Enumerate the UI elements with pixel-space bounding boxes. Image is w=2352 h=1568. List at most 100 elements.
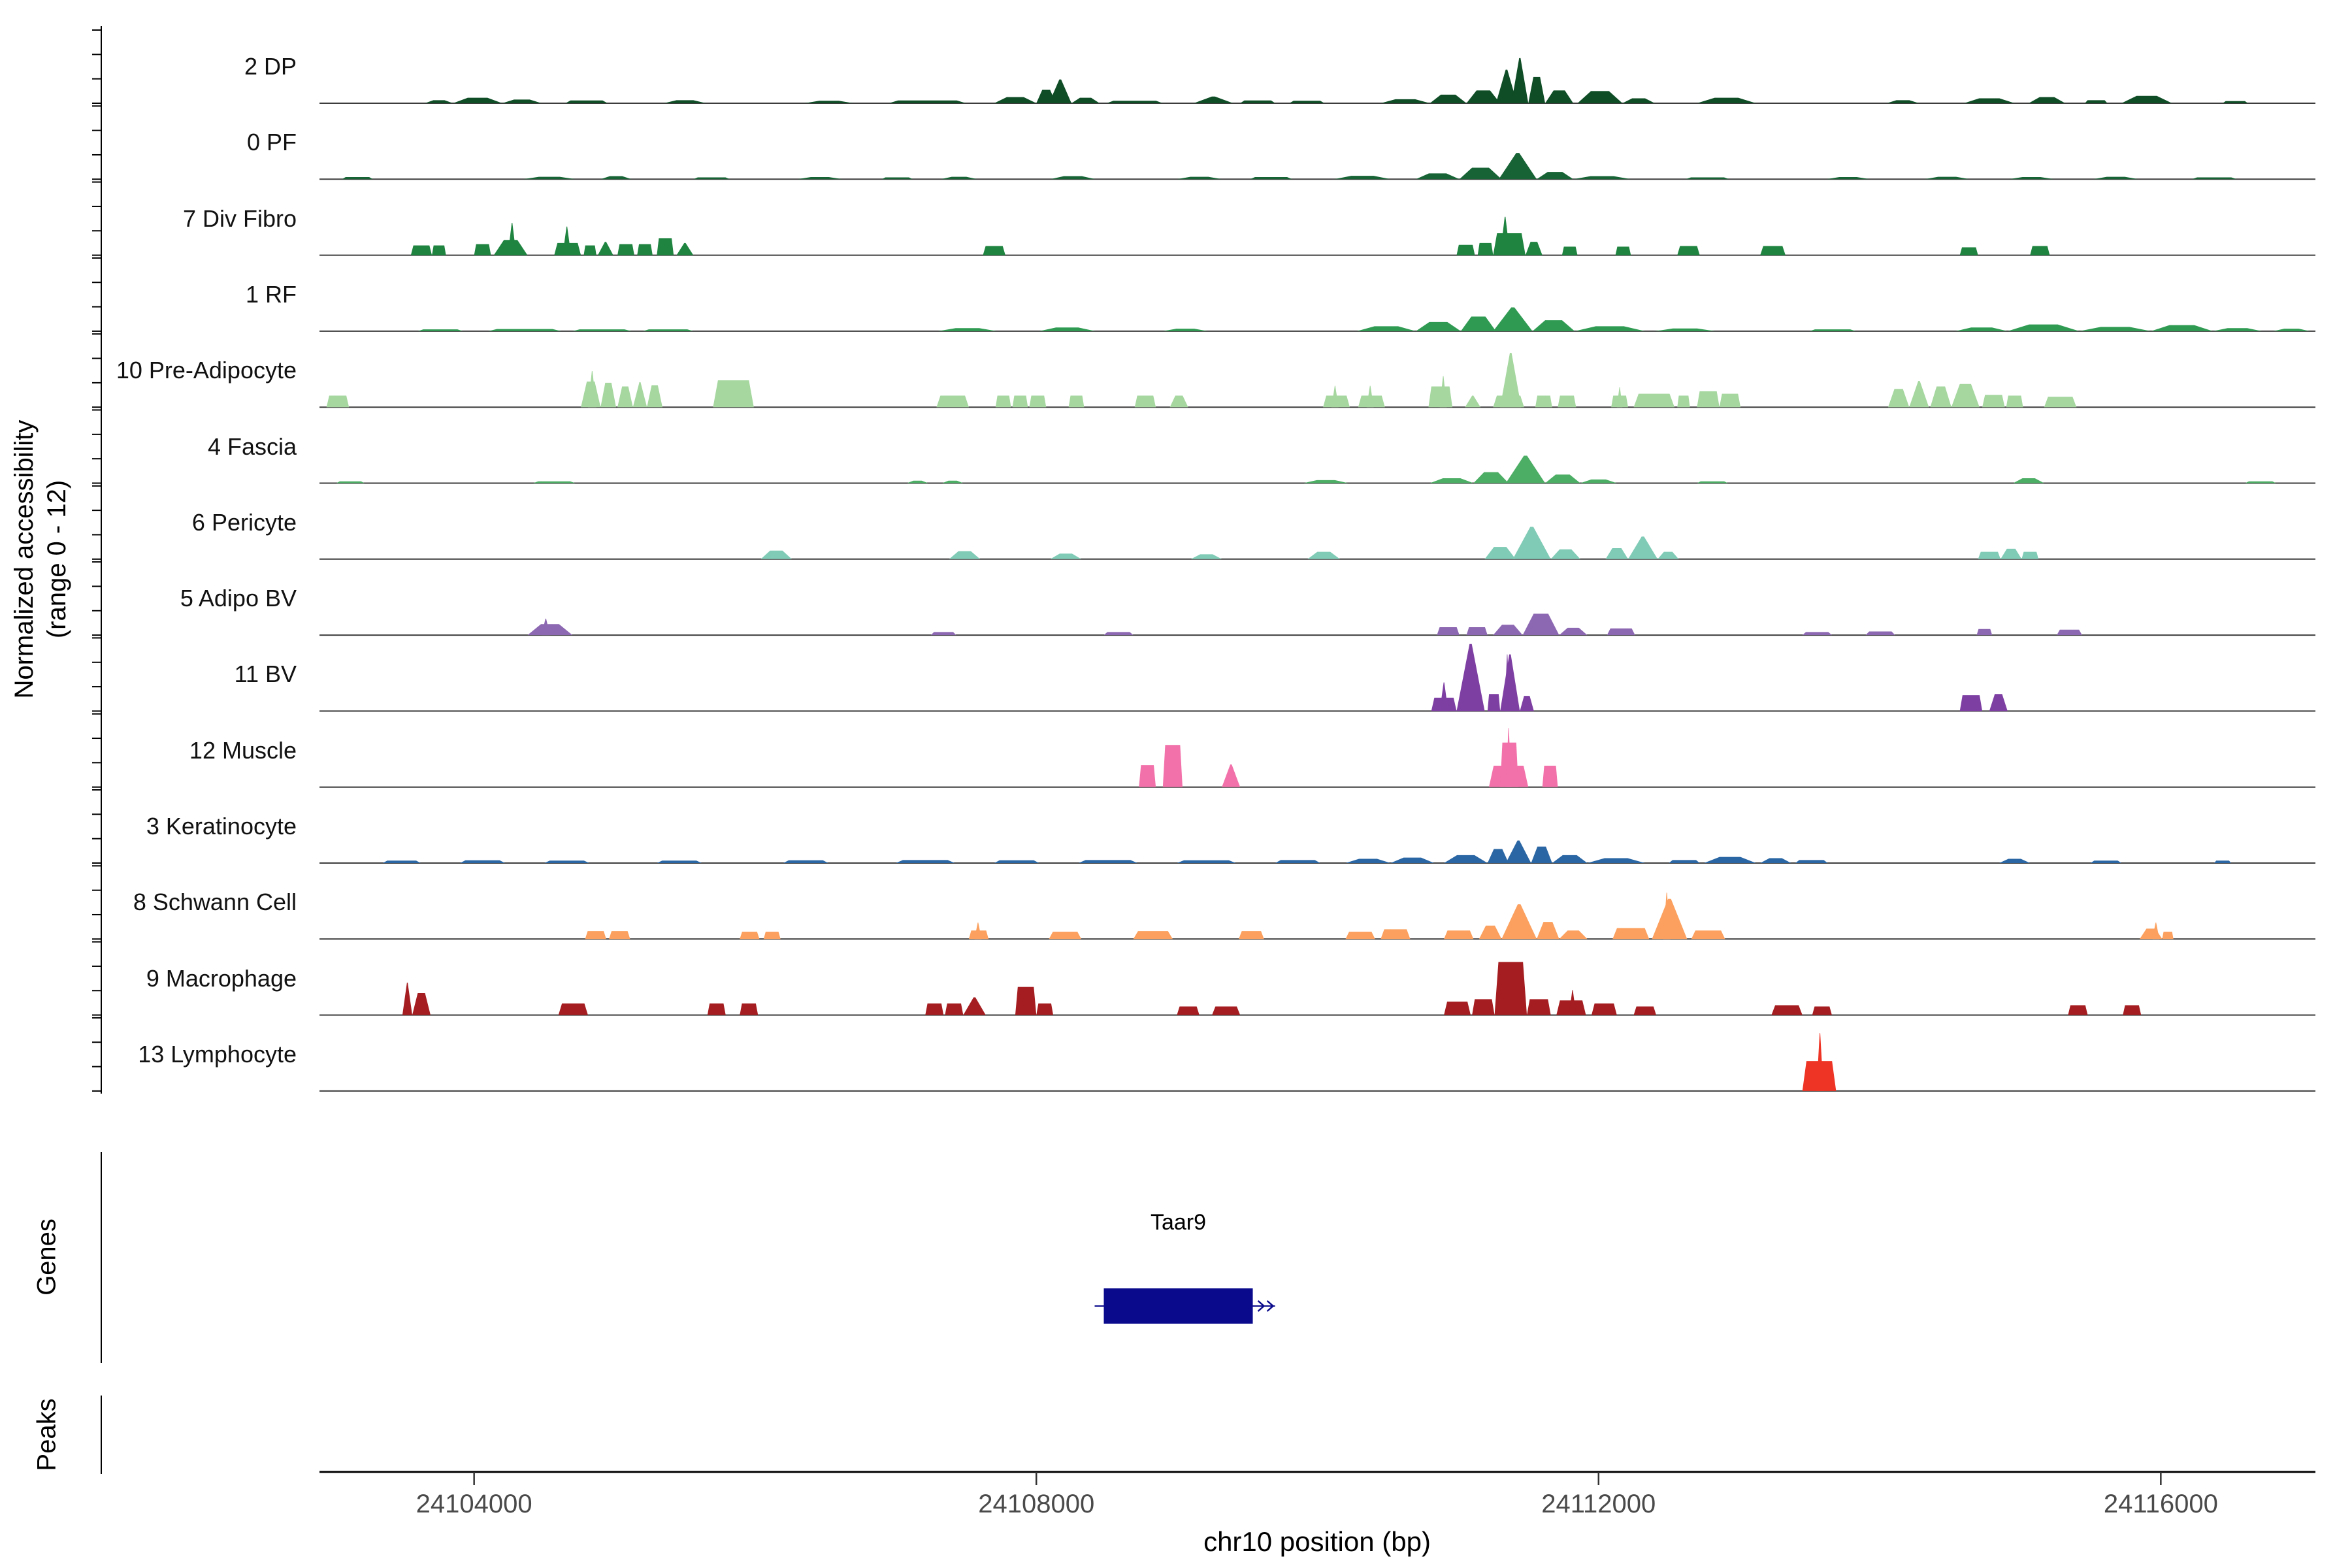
signal-area — [1924, 176, 1970, 180]
signal-area — [1686, 177, 1729, 180]
signal-area — [1622, 98, 1655, 103]
signal-area — [1307, 551, 1340, 559]
signal-area — [1577, 91, 1623, 103]
signal-area — [1494, 962, 1527, 1015]
signal-area — [2068, 1005, 2088, 1015]
signal-area — [2121, 95, 2172, 103]
signal-area — [637, 244, 653, 255]
signal-area — [1505, 728, 1512, 787]
signal-area — [2030, 246, 2050, 255]
signal-area — [760, 550, 792, 559]
signal-area — [1537, 172, 1574, 180]
signal-area — [1522, 613, 1560, 636]
signal-area — [1865, 631, 1895, 636]
signal-area — [881, 177, 913, 180]
signal-area — [1493, 307, 1533, 331]
signal-area — [1978, 551, 2001, 559]
signal-area — [583, 245, 596, 255]
signal-area — [1334, 176, 1391, 180]
signal-area — [1459, 167, 1502, 180]
signal-area — [1886, 100, 1919, 103]
signal-area — [1795, 860, 1828, 863]
signal-area — [342, 177, 373, 180]
signal-area — [1012, 395, 1028, 408]
signal-area — [1545, 90, 1574, 103]
signal-area — [2021, 551, 2039, 559]
signal-area — [1495, 69, 1517, 103]
signal-area — [1303, 480, 1348, 483]
signal-area — [896, 860, 955, 863]
signal-area — [1500, 216, 1511, 255]
signal-area — [1499, 153, 1537, 180]
signal-area — [1473, 472, 1509, 483]
signal-area — [1487, 849, 1509, 863]
signal-area — [1964, 98, 2015, 103]
signal-area — [1760, 246, 1786, 255]
signal-area — [502, 99, 542, 103]
signal-area — [2001, 548, 2022, 559]
signal-area — [1345, 858, 1391, 863]
signal-area — [676, 242, 694, 255]
signal-area — [1542, 766, 1558, 787]
signal-area — [425, 100, 453, 103]
signal-area — [995, 395, 1011, 408]
signal-area — [1250, 177, 1292, 180]
signal-area — [1532, 320, 1575, 331]
signal-area — [713, 380, 754, 408]
signal-area — [1456, 644, 1485, 711]
signal-area — [945, 1003, 964, 1015]
signal-area — [1390, 857, 1435, 863]
signal-area — [1580, 479, 1617, 483]
signal-area — [1015, 987, 1037, 1015]
signal-area — [1605, 548, 1628, 559]
signal-area — [1697, 481, 1728, 483]
signal-area — [2007, 324, 2080, 331]
signal-area — [1036, 1003, 1054, 1015]
signal-area — [617, 386, 633, 408]
signal-area — [2162, 932, 2174, 939]
signal-area — [1177, 860, 1236, 863]
signal-area — [1607, 628, 1635, 636]
signal-area — [1989, 694, 2008, 711]
signal-area — [1587, 858, 1645, 863]
signal-area — [336, 481, 365, 483]
signal-area — [1592, 1003, 1617, 1015]
signal-area — [1760, 858, 1791, 863]
signal-area — [565, 100, 608, 103]
gene-strand-arrow — [1266, 1300, 1275, 1312]
signal-area — [1460, 316, 1496, 331]
signal-area — [1194, 96, 1233, 103]
signal-area — [2029, 97, 2066, 103]
signal-area — [523, 176, 576, 180]
x-axis-tick-label: 24112000 — [1541, 1490, 1656, 1518]
signal-area — [1531, 846, 1552, 863]
signal-area — [1487, 694, 1501, 711]
signal-area — [1573, 176, 1631, 180]
signal-area — [2223, 101, 2248, 103]
signal-area — [1691, 930, 1725, 939]
signal-area — [936, 395, 969, 408]
signal-area — [1437, 627, 1460, 636]
signal-area — [1558, 395, 1576, 408]
signal-area — [1951, 384, 1980, 408]
signal-area — [1050, 553, 1082, 559]
signal-area — [1511, 57, 1529, 103]
signal-area — [1428, 386, 1453, 408]
signal-area — [963, 997, 986, 1015]
signal-area — [1677, 395, 1690, 408]
signal-area — [1669, 860, 1700, 863]
gene-name-label: Taar9 — [1150, 1210, 1207, 1235]
signal-area — [1976, 629, 1993, 636]
signal-area — [2057, 629, 2082, 636]
signal-area — [1162, 745, 1183, 787]
gene-body — [1103, 1288, 1253, 1324]
signal-area — [460, 860, 505, 863]
signal-area — [1654, 328, 1716, 331]
signal-area — [783, 860, 828, 863]
signal-area — [797, 177, 843, 180]
signal-area — [1677, 246, 1700, 255]
signal-area — [1504, 654, 1511, 711]
signal-area — [1429, 94, 1467, 103]
signal-area — [1162, 329, 1208, 331]
signal-area — [453, 97, 502, 103]
